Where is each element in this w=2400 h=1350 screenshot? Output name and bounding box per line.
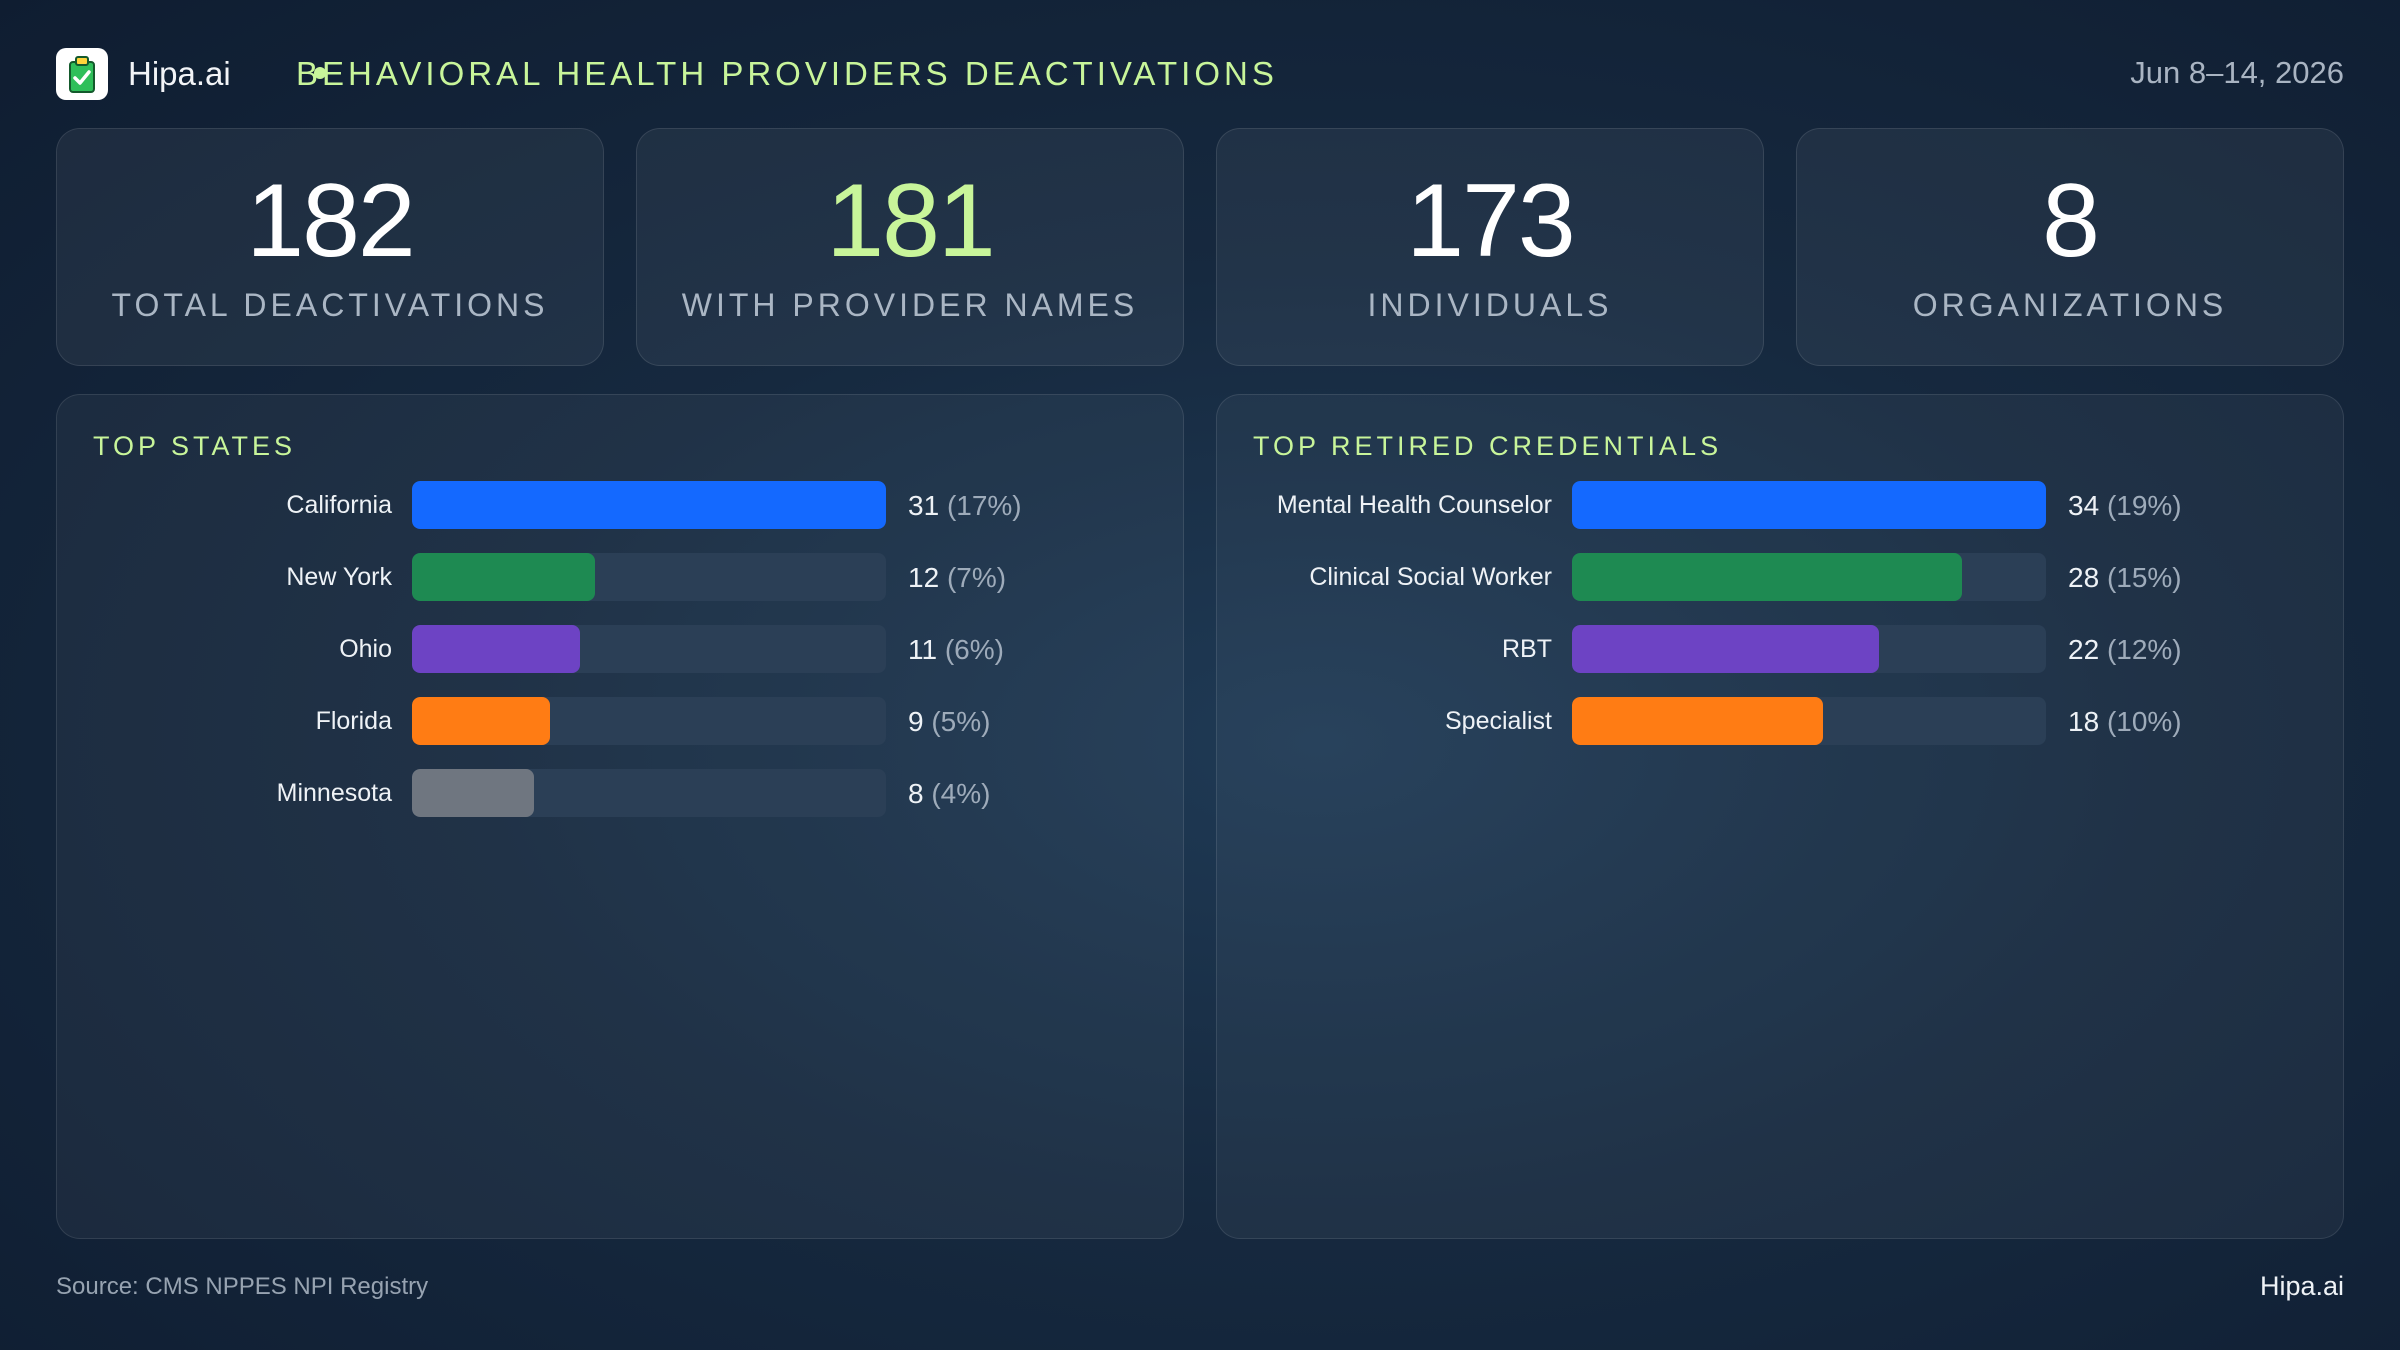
bar-count: 28 xyxy=(2068,562,2100,593)
kpi-value: 173 xyxy=(1406,163,1576,279)
kpi-label: WITH PROVIDER NAMES xyxy=(681,287,1139,323)
panel-title: TOP STATES xyxy=(93,431,297,461)
header: Hipa.ai BEHAVIORAL HEALTH PROVIDERS DEAC… xyxy=(56,46,2344,102)
source-note: Source: CMS NPPES NPI Registry xyxy=(56,1273,429,1300)
date-range: Jun 8–14, 2026 xyxy=(2130,55,2344,90)
bar-row: Ohio 11 (6%) xyxy=(57,625,1183,697)
bar-track xyxy=(1572,697,2046,745)
bar-count: 22 xyxy=(2068,634,2100,665)
kpi-value: 182 xyxy=(246,163,416,279)
bar-value-label: 34 (19%) xyxy=(2068,490,2182,522)
bar-category-label: Mental Health Counselor xyxy=(1276,491,1552,519)
bar-row: RBT 22 (12%) xyxy=(1217,625,2343,697)
bar-count: 34 xyxy=(2068,490,2100,521)
bar-percent: (10%) xyxy=(2106,706,2182,737)
bar-percent: (12%) xyxy=(2106,634,2182,665)
bar-row: Minnesota 8 (4%) xyxy=(57,769,1183,841)
clipboard-check-icon xyxy=(69,56,95,93)
bar-percent: (15%) xyxy=(2106,562,2182,593)
bar-track xyxy=(1572,625,2046,673)
bar-percent: (17%) xyxy=(946,490,1022,521)
bar xyxy=(412,553,595,601)
bar-count: 9 xyxy=(908,706,924,737)
kpi-label: INDIVIDUALS xyxy=(1367,287,1613,323)
separator-dot xyxy=(314,67,326,79)
footer-brand: Hipa.ai xyxy=(2259,1271,2344,1301)
kpi-label: TOTAL DEACTIVATIONS xyxy=(111,287,549,323)
bar xyxy=(412,769,534,817)
bar-category-label: California xyxy=(286,491,392,519)
bar-track xyxy=(1572,553,2046,601)
kpi-card-individuals: 173 INDIVIDUALS xyxy=(1216,128,1764,366)
page-title: BEHAVIORAL HEALTH PROVIDERS DEACTIVATION… xyxy=(296,55,1278,92)
bar xyxy=(1572,481,2046,529)
bar xyxy=(412,697,550,745)
bar xyxy=(412,481,886,529)
top-states-panel: TOP STATES California 31 (17%) New York 12 … xyxy=(56,394,1184,1239)
bar-value-label: 11 (6%) xyxy=(908,634,1004,666)
kpi-card-organizations: 8 ORGANIZATIONS xyxy=(1796,128,2344,366)
kpi-value: 8 xyxy=(2042,163,2100,279)
bar-row: California 31 (17%) xyxy=(57,481,1183,553)
bar-value-label: 22 (12%) xyxy=(2068,634,2182,666)
bar-track xyxy=(412,697,886,745)
bar-track xyxy=(412,769,886,817)
bar xyxy=(1572,697,1823,745)
top-credentials-panel: TOP RETIRED CREDENTIALS Mental Health Co… xyxy=(1216,394,2344,1239)
bar-value-label: 31 (17%) xyxy=(908,490,1022,522)
bar xyxy=(412,625,580,673)
bar-row: Specialist 18 (10%) xyxy=(1217,697,2343,769)
bar-row: Florida 9 (5%) xyxy=(57,697,1183,769)
bar-track xyxy=(412,553,886,601)
bar-count: 11 xyxy=(908,634,938,665)
kpi-label: ORGANIZATIONS xyxy=(1912,287,2228,323)
bar-category-label: Specialist xyxy=(1445,707,1552,735)
brand-name: Hipa.ai xyxy=(128,55,231,92)
bar-track xyxy=(412,625,886,673)
bar-value-label: 28 (15%) xyxy=(2068,562,2182,594)
bar-value-label: 12 (7%) xyxy=(908,562,1006,594)
bar-percent: (7%) xyxy=(946,562,1007,593)
top-states-chart: California 31 (17%) New York 12 (7%) Ohio 11 … xyxy=(57,481,1183,841)
bar-category-label: Clinical Social Worker xyxy=(1309,563,1552,591)
top-credentials-chart: Mental Health Counselor 34 (19%) Clinical … xyxy=(1217,481,2343,769)
bar-category-label: Ohio xyxy=(339,635,392,663)
bar-count: 31 xyxy=(908,490,940,521)
bar-percent: (5%) xyxy=(931,706,991,737)
bar-value-label: 9 (5%) xyxy=(908,706,990,738)
bar-category-label: Minnesota xyxy=(276,779,392,807)
bar-value-label: 8 (4%) xyxy=(908,778,990,810)
bar-count: 8 xyxy=(908,778,924,809)
kpi-card-total: 182 TOTAL DEACTIVATIONS xyxy=(56,128,604,366)
bar-track xyxy=(1572,481,2046,529)
bar-count: 12 xyxy=(908,562,940,593)
bar-percent: (4%) xyxy=(931,778,991,809)
panel-title: TOP RETIRED CREDENTIALS xyxy=(1253,431,1723,461)
bar-count: 18 xyxy=(2068,706,2100,737)
bar xyxy=(1572,553,1962,601)
bar-value-label: 18 (10%) xyxy=(2068,706,2182,738)
bar-row: Clinical Social Worker 28 (15%) xyxy=(1217,553,2343,625)
bar xyxy=(1572,625,1879,673)
bar-row: New York 12 (7%) xyxy=(57,553,1183,625)
bar-percent: (19%) xyxy=(2106,490,2182,521)
kpi-card-with-names: 181 WITH PROVIDER NAMES xyxy=(636,128,1184,366)
bar-category-label: New York xyxy=(286,563,392,591)
bar-category-label: Florida xyxy=(315,707,392,735)
app-logo xyxy=(56,48,108,100)
kpi-value: 181 xyxy=(826,163,996,279)
bar-category-label: RBT xyxy=(1502,635,1552,663)
bar-percent: (6%) xyxy=(944,634,1004,665)
bar-row: Mental Health Counselor 34 (19%) xyxy=(1217,481,2343,553)
bar-track xyxy=(412,481,886,529)
